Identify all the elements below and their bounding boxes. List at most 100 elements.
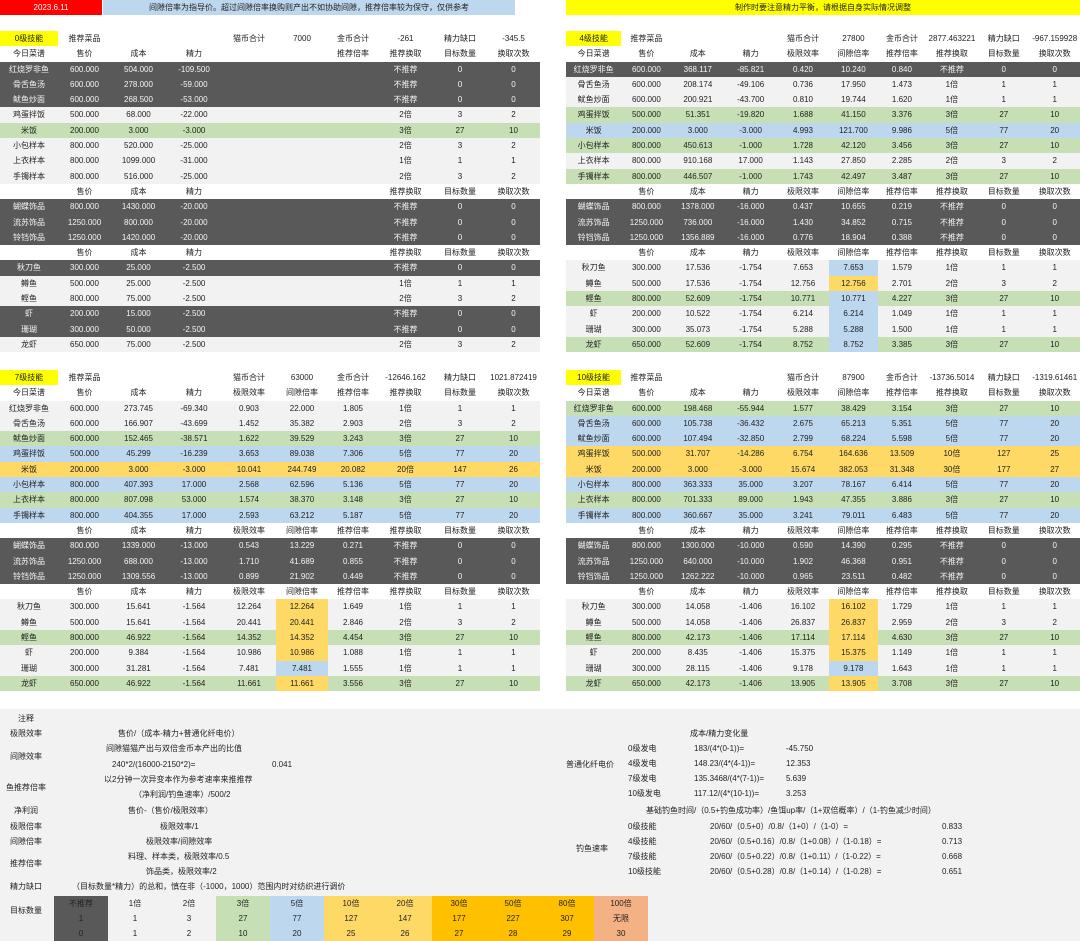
table-cell: 不推荐 bbox=[939, 217, 964, 227]
table-cell: 500.000 bbox=[631, 278, 661, 288]
table-cell: 3.241 bbox=[792, 510, 813, 520]
table-cell: 27 bbox=[999, 171, 1009, 181]
table-cell: -3.000 bbox=[182, 125, 206, 135]
table-cell: 推荐倍率 bbox=[337, 49, 369, 59]
table-cell: 17.950 bbox=[841, 79, 866, 89]
table-cell: -1.406 bbox=[739, 617, 762, 627]
table-cell: 3.000 bbox=[687, 464, 708, 474]
table-cell: 2.568 bbox=[238, 480, 260, 490]
table-cell: 换取次数 bbox=[1038, 388, 1071, 398]
table-cell: 0.437 bbox=[792, 202, 813, 212]
table-cell: 精力 bbox=[186, 186, 202, 196]
table-cell: 鲣鱼 bbox=[585, 633, 602, 643]
table-cell: 1339.000 bbox=[121, 541, 156, 551]
table-cell: 0 bbox=[457, 309, 463, 319]
table-cell: 1 bbox=[511, 648, 516, 658]
table-cell: -1.406 bbox=[739, 633, 762, 643]
table-cell: -20.000 bbox=[180, 232, 208, 242]
table-cell: 精力 bbox=[742, 248, 759, 258]
table-cell: 推荐倍率 bbox=[337, 525, 369, 535]
table-cell: 珊瑚 bbox=[21, 324, 37, 334]
table-cell: 1 bbox=[511, 403, 516, 413]
table-row: 鲣鱼 800.000 42.173 -1.406 17.114 17.114 4.630 3倍… bbox=[566, 630, 1080, 646]
table-row: 红烧罗非鱼 600.000 504.000 -109.500 不推荐 0 0 bbox=[0, 61, 540, 77]
table-cell: 0.543 bbox=[238, 541, 260, 551]
table-cell: 105.738 bbox=[683, 418, 713, 428]
table-cell: 89.000 bbox=[738, 495, 763, 505]
table-cell: 11.661 bbox=[276, 675, 328, 692]
table-cell: 0 bbox=[511, 309, 516, 319]
table-cell: 3倍 bbox=[399, 633, 412, 643]
table-cell: 手镯样本 bbox=[13, 510, 45, 520]
summary-cell: 27800 bbox=[842, 34, 865, 43]
table-cell: 3倍 bbox=[399, 678, 412, 688]
table-cell: 800.000 bbox=[631, 202, 661, 212]
table-cell: 910.168 bbox=[683, 156, 713, 166]
table-cell: 1 bbox=[457, 403, 463, 413]
table-row: 蝴蝶饰品 800.000 1300.000 -10.000 0.590 14.390 0.2… bbox=[566, 538, 1080, 554]
table-cell: 极限效率 bbox=[786, 587, 819, 597]
notes-label-jianxi: 间隙效率 bbox=[10, 752, 42, 761]
table-cell: 10.771 bbox=[828, 291, 879, 307]
table-cell: 推荐换取 bbox=[935, 248, 968, 258]
summary-cell: -12646.162 bbox=[385, 373, 426, 382]
table-row: 龙虾 650.000 46.922 -1.564 11.661 11.661 3.556 3倍… bbox=[0, 675, 540, 692]
notes-label-jixian: 极限效率 bbox=[10, 729, 42, 738]
table-cell: 198.468 bbox=[683, 403, 713, 413]
legend-label: 3倍 bbox=[236, 899, 250, 908]
table-cell: 5.351 bbox=[891, 418, 912, 428]
table-row: 铃铛饰品 1250.000 1262.222 -10.000 0.965 23.511 0.… bbox=[566, 568, 1080, 585]
table-row: 流苏饰品 1250.000 736.000 -16.000 1.430 34.852 0.7… bbox=[566, 214, 1080, 230]
table-cell: 售价 bbox=[638, 525, 655, 535]
table-cell: -2.500 bbox=[182, 294, 206, 304]
table-cell: 精力 bbox=[186, 248, 202, 258]
table-cell: 21.902 bbox=[289, 571, 315, 581]
table-cell: 鱿鱼炒面 bbox=[577, 95, 610, 105]
table-cell: 15.674 bbox=[790, 464, 816, 474]
table-cell: -3.000 bbox=[182, 464, 206, 474]
table-row: 鲣鱼 800.000 52.609 -1.754 10.771 10.771 4.227 3倍… bbox=[566, 291, 1080, 307]
table-cell bbox=[328, 260, 378, 275]
table-cell: 成本 bbox=[689, 587, 706, 597]
table-cell: 10 bbox=[509, 495, 518, 505]
fish-row-a: 4级技能 bbox=[628, 837, 657, 846]
table-cell: 3.207 bbox=[792, 480, 813, 490]
table-cell: 65.213 bbox=[841, 418, 866, 428]
table-cell: 精力 bbox=[186, 587, 202, 597]
table-cell: 推荐换取 bbox=[935, 49, 968, 59]
legend-qty: 无限 bbox=[613, 914, 629, 923]
table-cell: 1 bbox=[1001, 602, 1006, 612]
table-cell: 1 bbox=[457, 278, 463, 288]
table-cell: 800.000 bbox=[631, 495, 661, 505]
table-cell: 10 bbox=[1050, 110, 1060, 120]
table-cell: 1 bbox=[1052, 663, 1057, 673]
table-row: 鳟鱼 500.000 15.641 -1.564 20.441 20.441 2.846 2倍… bbox=[0, 614, 540, 631]
table-cell bbox=[0, 584, 58, 599]
table-cell: 6.483 bbox=[891, 510, 912, 520]
table-row: 红烧罗非鱼 600.000 273.745 -69.340 0.903 22.000 1.8… bbox=[0, 400, 540, 416]
table-cell: 0.840 bbox=[891, 64, 912, 74]
table-cell bbox=[276, 77, 328, 92]
table-cell: 5.288 bbox=[828, 321, 879, 337]
table-cell: 77 bbox=[999, 480, 1009, 490]
table-cell bbox=[222, 199, 276, 214]
table-cell bbox=[222, 46, 276, 61]
table-cell: 1 bbox=[1052, 602, 1057, 612]
table-cell: 成本 bbox=[130, 587, 147, 597]
table-cell: -2.500 bbox=[182, 278, 206, 288]
notes-title: 注释 bbox=[18, 714, 34, 723]
table-cell: 1262.222 bbox=[681, 571, 715, 581]
table-cell: 3.000 bbox=[128, 125, 149, 135]
table-cell: 3 bbox=[457, 171, 463, 181]
table-cell: -43.699 bbox=[180, 418, 208, 428]
table-cell: 2 bbox=[511, 110, 516, 120]
table-cell: 鳟鱼 bbox=[585, 617, 602, 627]
table-cell: 368.117 bbox=[683, 64, 712, 74]
table-cell: 500.000 bbox=[70, 278, 99, 288]
table-cell: 1.473 bbox=[891, 79, 912, 89]
table-cell: 0 bbox=[457, 95, 463, 105]
table-cell: 2.903 bbox=[342, 418, 364, 428]
table-cell: 42.120 bbox=[841, 141, 866, 151]
table-cell: -85.821 bbox=[737, 64, 765, 74]
table-cell: -25.000 bbox=[180, 141, 208, 151]
